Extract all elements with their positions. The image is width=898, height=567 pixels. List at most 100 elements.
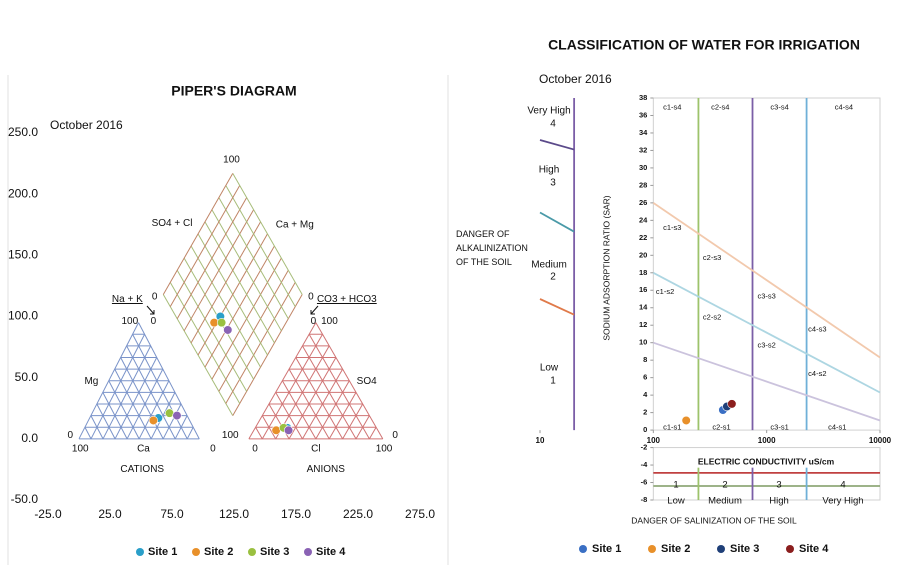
ternary-grid [138, 380, 170, 440]
y-tick-label: -4 [641, 460, 648, 469]
y-tick-label: 30 [639, 163, 647, 172]
y-tick-label: 36 [639, 110, 647, 119]
annotation: 100 [321, 316, 338, 327]
legend-marker [579, 545, 587, 553]
ternary-grid [169, 185, 241, 307]
y-tick-label: -2 [641, 443, 648, 452]
data-point [172, 410, 182, 421]
legend-marker [192, 548, 200, 556]
legend-marker [786, 545, 794, 553]
ternary-grid [302, 345, 357, 440]
legend-label: Site 4 [799, 543, 829, 555]
arrow [146, 305, 155, 315]
salinity-level: 3 [776, 480, 781, 491]
legend-label: Site 4 [316, 546, 346, 558]
legend-marker [304, 548, 312, 556]
annotation: Cl [311, 443, 320, 454]
y-tick-label: 6 [643, 373, 647, 382]
region-label: c3-s3 [757, 291, 775, 300]
chart-title: CLASSIFICATION OF WATER FOR IRRIGATION [548, 37, 860, 53]
x-tick-label: 75.0 [160, 507, 184, 521]
y-tick-label: 12 [639, 320, 647, 329]
salinity-class: Very High [822, 496, 863, 507]
region-label: c2-s1 [712, 422, 730, 431]
class-boundary [539, 298, 575, 316]
ternary-grid [232, 173, 303, 295]
alkalinity-level: 4 [550, 119, 556, 130]
y-tick-label: 20 [639, 250, 647, 259]
ternary-grid [78, 322, 139, 440]
x-tick-label: 10000 [869, 436, 892, 445]
x-tick-label: -25.0 [34, 507, 62, 521]
y-tick-label: 28 [639, 180, 647, 189]
ternary-grid [138, 322, 200, 440]
x-tick-label: 10 [536, 436, 545, 445]
ternary-grid [90, 334, 146, 440]
ternary-grid [315, 322, 384, 440]
ternary-grid [197, 233, 268, 356]
data-point [223, 325, 233, 335]
salinity-level: 1 [673, 480, 678, 491]
ternary-grid [255, 426, 263, 440]
x-axis-label: ELECTRIC CONDUCTIVITY uS/cm [698, 456, 835, 466]
y-tick-label: 10 [639, 338, 647, 347]
ternary-grid [211, 209, 282, 332]
salinity-class: Low [667, 496, 685, 507]
data-point [681, 415, 691, 426]
annotation: 0 [152, 292, 158, 303]
y-tick-label: 4 [643, 390, 648, 399]
y-tick-label: 50.0 [15, 370, 39, 384]
annotation: Mg [84, 376, 98, 387]
annotation: 0 [392, 430, 398, 441]
ternary-grid [295, 357, 344, 440]
region-label: c2-s4 [711, 103, 729, 112]
annotation: 0 [252, 443, 258, 454]
x-tick-label: 100 [647, 436, 661, 445]
data-point [727, 399, 737, 409]
y-tick-label: 150.0 [8, 248, 38, 262]
y-tick-label: 34 [639, 128, 648, 137]
y-tick-label: 250.0 [8, 125, 38, 139]
y-tick-label: 18 [639, 268, 647, 277]
y-tick-label: 0.0 [21, 431, 38, 445]
x-tick-label: 275.0 [405, 507, 435, 521]
region-label: c4-s2 [808, 369, 826, 378]
legend-marker [717, 545, 725, 553]
annotation: 100 [72, 443, 89, 454]
class-boundary [652, 271, 881, 394]
chart-subtitle: October 2016 [539, 72, 612, 86]
ternary-grid [308, 333, 370, 440]
ternary-grid [368, 426, 377, 440]
y-tick-label: 26 [639, 198, 647, 207]
annotation: Ca + Mg [276, 219, 314, 230]
x-tick-label: 225.0 [343, 507, 373, 521]
salinity-class: Medium [708, 496, 742, 507]
chart-subtitle: October 2016 [50, 118, 123, 132]
x-tick-label: 175.0 [281, 507, 311, 521]
annotation: 0 [68, 430, 74, 441]
annotation: Ca [137, 443, 150, 454]
ternary-grid [183, 209, 255, 332]
region-label: c4-s1 [828, 422, 846, 431]
y-tick-label: -50.0 [11, 492, 39, 506]
ternary-grid [114, 357, 158, 440]
y-tick-label: -6 [641, 478, 648, 487]
ternary-grid [84, 426, 92, 440]
ternary-grid [186, 426, 194, 440]
ternary-grid [281, 380, 317, 440]
alkalinity-level: 2 [550, 272, 556, 283]
region-label: c4-s4 [835, 103, 853, 112]
annotation: 0 [311, 316, 317, 327]
ternary-grid [261, 333, 323, 440]
ternary-grid [218, 197, 289, 319]
region-label: c2-s2 [703, 312, 721, 321]
annotation: 0 [210, 443, 216, 454]
legend-marker [136, 548, 144, 556]
ternary-grid [162, 403, 182, 440]
y-tick-label: -8 [641, 495, 648, 504]
y-tick-label: 32 [639, 145, 647, 154]
ternary-grid [162, 173, 234, 295]
annotation: 100 [223, 155, 240, 166]
